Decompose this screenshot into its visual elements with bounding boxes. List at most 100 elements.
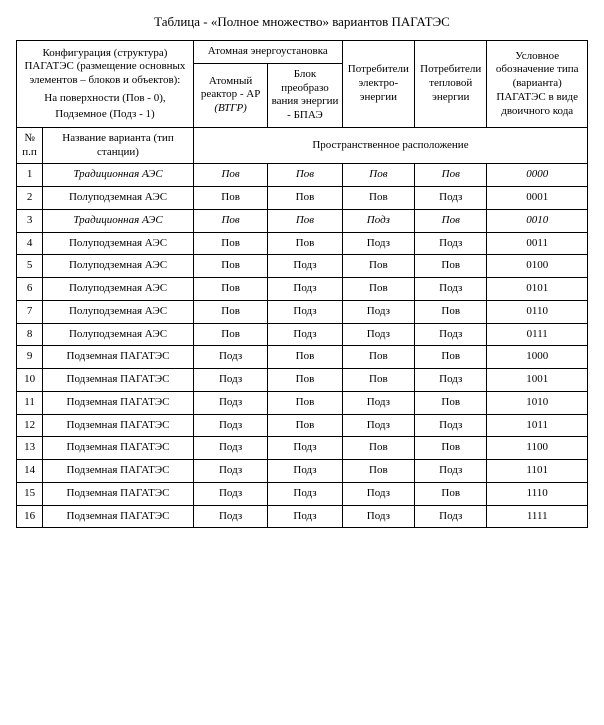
cell-code: 0010 — [487, 209, 588, 232]
table-row: 6Полуподземная АЭСПовПодзПовПодз0101 — [17, 278, 588, 301]
cell-heat: Пов — [415, 255, 487, 278]
table-row: 7Полуподземная АЭСПовПодзПодзПов0110 — [17, 300, 588, 323]
header-config-line1: На поверхности (Пов - 0), — [19, 92, 191, 106]
cell-code: 0111 — [487, 323, 588, 346]
cell-code: 1000 — [487, 346, 588, 369]
cell-name: Подземная ПАГАТЭС — [43, 437, 194, 460]
cell-code: 1010 — [487, 391, 588, 414]
cell-code: 0000 — [487, 164, 588, 187]
table-header: Конфигурация (структура) ПАГАТЭС (размещ… — [17, 41, 588, 164]
cell-heat: Пов — [415, 482, 487, 505]
cell-reactor: Подз — [193, 482, 267, 505]
cell-reactor: Пов — [193, 209, 267, 232]
cell-code: 0001 — [487, 187, 588, 210]
cell-reactor: Пов — [193, 300, 267, 323]
header-heat: Потреби­тели тепловой энергии — [415, 41, 487, 128]
cell-electro: Подз — [342, 391, 414, 414]
cell-code: 0100 — [487, 255, 588, 278]
header-config: Конфигурация (структура) ПАГАТЭС (размещ… — [17, 41, 194, 128]
table-title: Таблица - «Полное множество» вариантов П… — [16, 14, 588, 30]
variants-table: Конфигурация (структура) ПАГАТЭС (размещ… — [16, 40, 588, 528]
cell-heat: Подз — [415, 505, 487, 528]
cell-electro: Пов — [342, 437, 414, 460]
cell-bpae: Подз — [268, 482, 342, 505]
cell-num: 5 — [17, 255, 43, 278]
cell-bpae: Подз — [268, 323, 342, 346]
cell-electro: Подз — [342, 505, 414, 528]
table-row: 1Традиционная АЭСПовПовПовПов0000 — [17, 164, 588, 187]
cell-num: 15 — [17, 482, 43, 505]
cell-electro: Подз — [342, 232, 414, 255]
cell-bpae: Пов — [268, 187, 342, 210]
cell-electro: Пов — [342, 164, 414, 187]
table-row: 15Подземная ПАГАТЭСПодзПодзПодзПов1110 — [17, 482, 588, 505]
cell-name: Полуподземная АЭС — [43, 300, 194, 323]
cell-reactor: Подз — [193, 369, 267, 392]
cell-reactor: Пов — [193, 187, 267, 210]
cell-heat: Подз — [415, 369, 487, 392]
cell-code: 0110 — [487, 300, 588, 323]
cell-electro: Пов — [342, 255, 414, 278]
cell-bpae: Пов — [268, 346, 342, 369]
cell-num: 4 — [17, 232, 43, 255]
cell-name: Подземная ПАГАТЭС — [43, 414, 194, 437]
cell-bpae: Пов — [268, 391, 342, 414]
cell-heat: Пов — [415, 346, 487, 369]
cell-code: 1001 — [487, 369, 588, 392]
cell-bpae: Пов — [268, 232, 342, 255]
cell-reactor: Подз — [193, 391, 267, 414]
cell-reactor: Пов — [193, 232, 267, 255]
page: Таблица - «Полное множество» вариантов П… — [0, 0, 604, 548]
cell-heat: Пов — [415, 391, 487, 414]
cell-name: Полуподземная АЭС — [43, 323, 194, 346]
cell-heat: Подз — [415, 323, 487, 346]
table-row: 16Подземная ПАГАТЭСПодзПодзПодзПодз1111 — [17, 505, 588, 528]
cell-heat: Подз — [415, 187, 487, 210]
cell-bpae: Пов — [268, 164, 342, 187]
cell-bpae: Пов — [268, 369, 342, 392]
cell-heat: Пов — [415, 209, 487, 232]
cell-heat: Подз — [415, 460, 487, 483]
cell-name: Подземная ПАГАТЭС — [43, 482, 194, 505]
header-reactor-l2: (ВТГР) — [196, 102, 265, 116]
cell-bpae: Пов — [268, 414, 342, 437]
cell-num: 16 — [17, 505, 43, 528]
header-config-line2: Подземное (Подз - 1) — [19, 108, 191, 122]
table-row: 12Подземная ПАГАТЭСПодзПовПодзПодз1011 — [17, 414, 588, 437]
cell-name: Полуподземная АЭС — [43, 232, 194, 255]
header-config-title: Конфигурация (структура) ПАГАТЭС (размещ… — [19, 47, 191, 88]
cell-name: Традиционная АЭС — [43, 164, 194, 187]
cell-num: 14 — [17, 460, 43, 483]
cell-electro: Пов — [342, 460, 414, 483]
cell-num: 10 — [17, 369, 43, 392]
cell-heat: Подз — [415, 232, 487, 255]
cell-code: 1110 — [487, 482, 588, 505]
cell-electro: Подз — [342, 482, 414, 505]
cell-name: Подземная ПАГАТЭС — [43, 369, 194, 392]
cell-heat: Пов — [415, 164, 487, 187]
header-bpae: Блок преобразо вания энергии - БПАЭ — [268, 63, 342, 127]
cell-electro: Пов — [342, 369, 414, 392]
table-row: 3Традиционная АЭСПовПовПодзПов0010 — [17, 209, 588, 232]
cell-electro: Пов — [342, 278, 414, 301]
cell-electro: Подз — [342, 323, 414, 346]
cell-bpae: Подз — [268, 460, 342, 483]
cell-reactor: Пов — [193, 323, 267, 346]
cell-num: 12 — [17, 414, 43, 437]
cell-code: 0011 — [487, 232, 588, 255]
cell-name: Подземная ПАГАТЭС — [43, 391, 194, 414]
cell-num: 3 — [17, 209, 43, 232]
cell-reactor: Пов — [193, 255, 267, 278]
cell-electro: Подз — [342, 414, 414, 437]
cell-bpae: Подз — [268, 278, 342, 301]
cell-bpae: Подз — [268, 505, 342, 528]
cell-heat: Подз — [415, 414, 487, 437]
cell-name: Подземная ПАГАТЭС — [43, 460, 194, 483]
cell-bpae: Подз — [268, 255, 342, 278]
cell-bpae: Подз — [268, 300, 342, 323]
table-body: 1Традиционная АЭСПовПовПовПов00002Полупо… — [17, 164, 588, 528]
cell-code: 1011 — [487, 414, 588, 437]
cell-name: Подземная ПАГАТЭС — [43, 505, 194, 528]
table-row: 14Подземная ПАГАТЭСПодзПодзПовПодз1101 — [17, 460, 588, 483]
cell-reactor: Пов — [193, 164, 267, 187]
